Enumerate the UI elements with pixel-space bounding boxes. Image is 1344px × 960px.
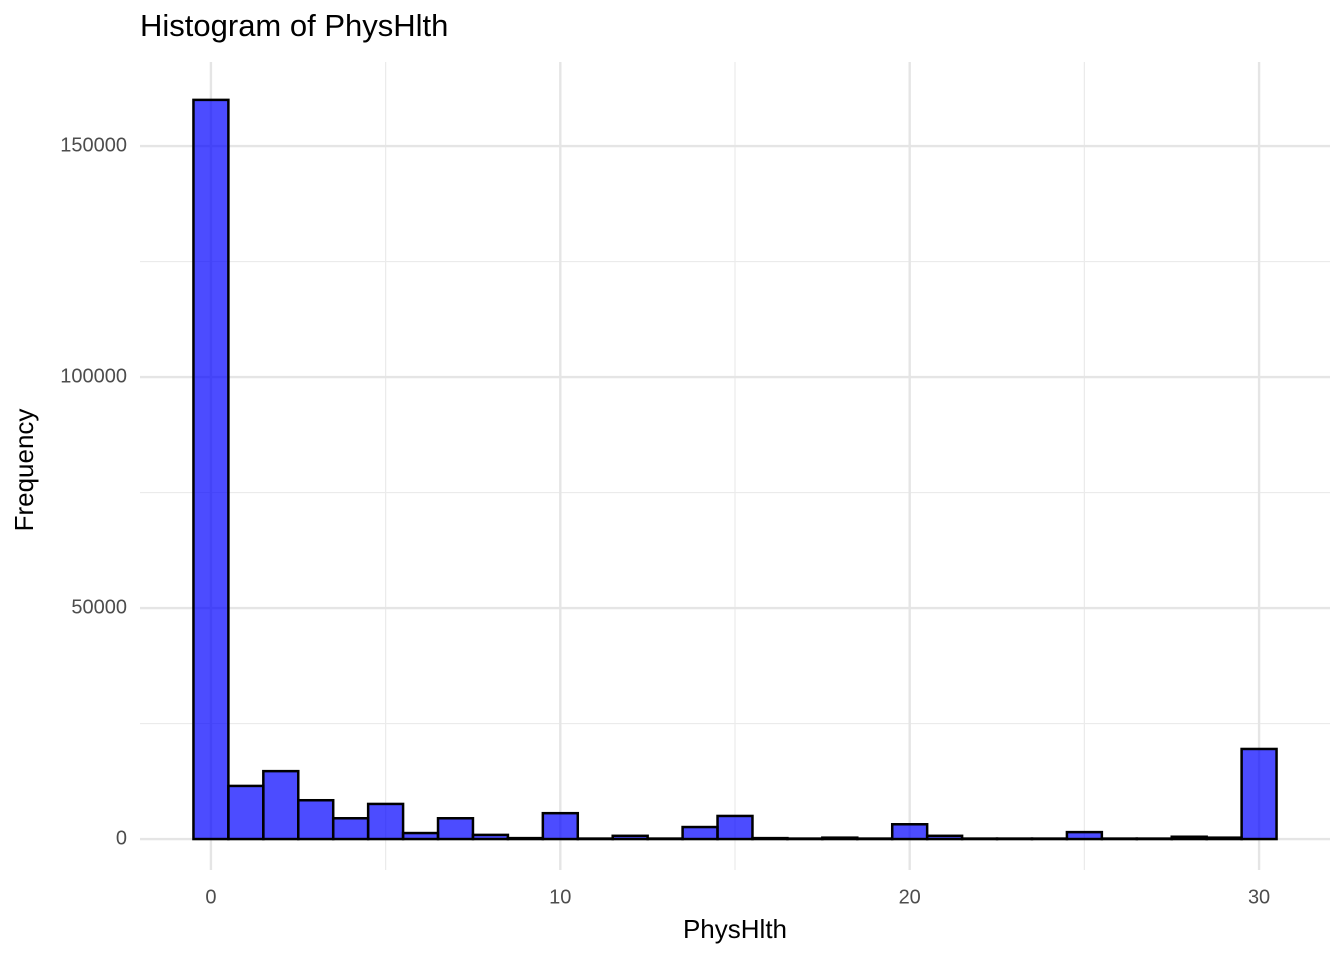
bar bbox=[1240, 747, 1278, 841]
bar bbox=[890, 823, 929, 841]
bar bbox=[471, 833, 510, 841]
y-tick-label: 100000 bbox=[60, 365, 127, 387]
bar bbox=[1170, 835, 1208, 841]
bar bbox=[227, 784, 265, 841]
bar bbox=[751, 836, 789, 841]
x-axis-label: PhysHlth bbox=[683, 914, 787, 944]
bar bbox=[716, 814, 754, 841]
y-tick-label: 150000 bbox=[60, 134, 127, 156]
bar bbox=[297, 798, 335, 841]
bar bbox=[262, 769, 300, 841]
bar bbox=[366, 802, 405, 841]
bar bbox=[1205, 836, 1243, 841]
y-tick-label: 0 bbox=[116, 827, 127, 849]
x-tick-label: 30 bbox=[1248, 886, 1270, 908]
bar bbox=[436, 817, 475, 841]
y-tick-label: 50000 bbox=[71, 596, 127, 618]
y-axis-label: Frequency bbox=[9, 409, 39, 532]
bar bbox=[401, 831, 440, 841]
bar bbox=[611, 834, 649, 841]
bar bbox=[1065, 830, 1104, 841]
bar bbox=[506, 836, 545, 841]
x-tick-label: 20 bbox=[899, 886, 921, 908]
bar bbox=[541, 811, 580, 841]
bar bbox=[192, 98, 230, 841]
bar bbox=[925, 834, 964, 841]
x-tick-label: 10 bbox=[549, 886, 571, 908]
chart-title: Histogram of PhysHlth bbox=[140, 8, 448, 43]
bar bbox=[821, 836, 859, 841]
x-tick-label: 0 bbox=[205, 886, 216, 908]
bar bbox=[331, 817, 370, 841]
bar bbox=[681, 825, 719, 841]
